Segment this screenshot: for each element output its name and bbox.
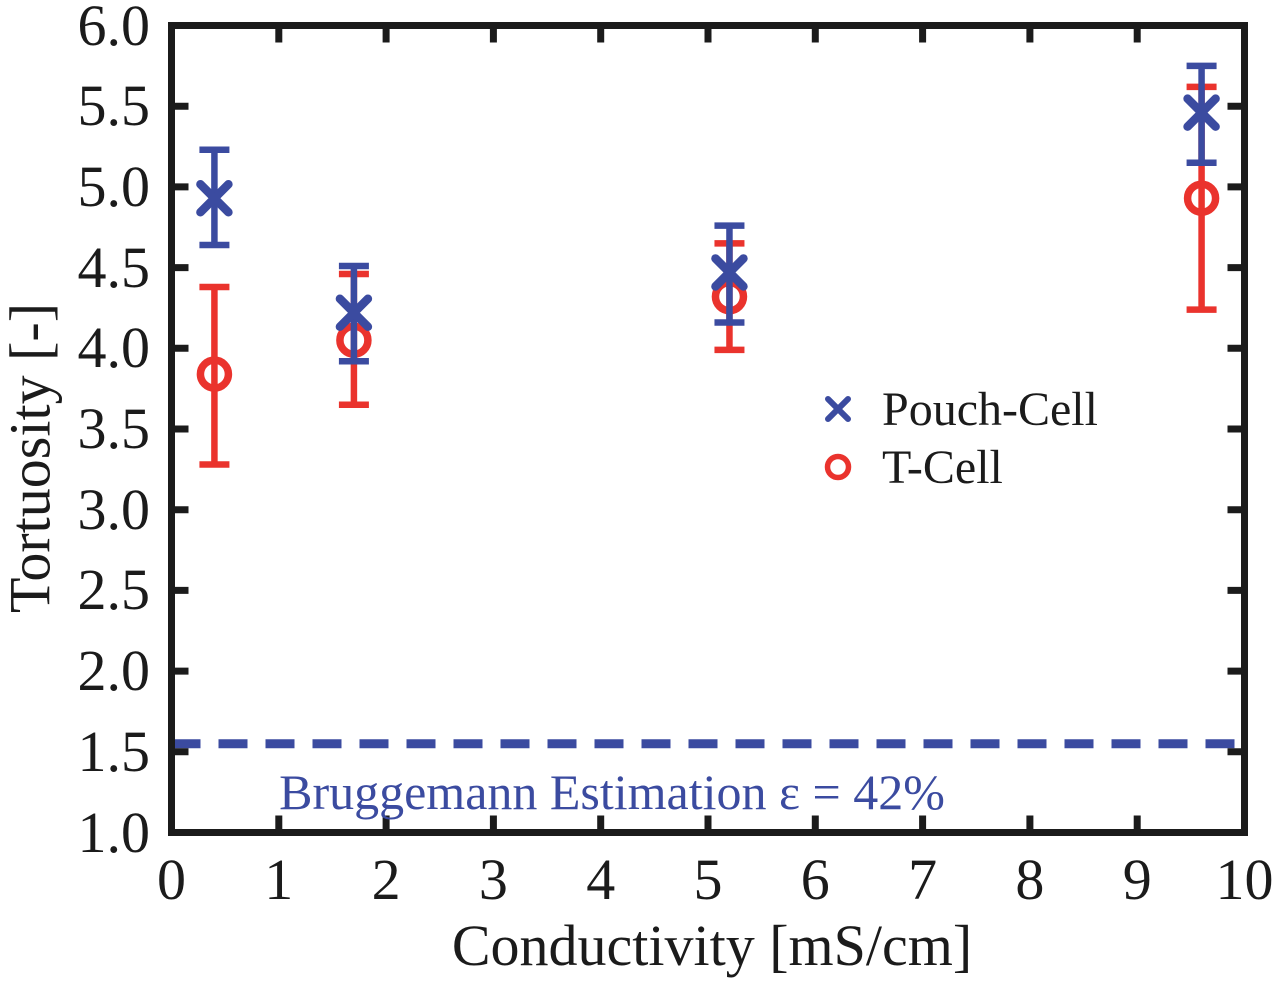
y-tick-label: 3.0	[77, 476, 151, 542]
y-tick-label: 2.0	[77, 638, 151, 704]
legend-label-pouch-cell: Pouch-Cell	[882, 382, 1098, 436]
pouch-cell-marker	[711, 254, 748, 291]
y-tick-label: 5.0	[77, 153, 151, 219]
y-tick-label: 5.5	[77, 73, 151, 139]
x-tick-label: 5	[693, 847, 723, 912]
x-tick-label: 1	[264, 847, 294, 912]
y-tick-label: 3.5	[77, 396, 151, 461]
x-tick-label: 6	[800, 847, 830, 912]
x-axis-title: Conductivity [mS/cm]	[451, 913, 973, 978]
x-tick-label: 7	[908, 847, 938, 912]
plot-area	[168, 22, 1248, 836]
x-tick-label: 9	[1122, 847, 1152, 912]
legend-entry-t-cell: T-Cell	[810, 438, 1098, 496]
x-tick-label: 3	[478, 847, 508, 912]
pouch-cell-x-marker-icon	[810, 394, 866, 424]
pouch-cell-marker	[196, 179, 233, 217]
x-tick-label: 2	[371, 847, 401, 912]
y-tick-label: 2.5	[77, 557, 151, 623]
legend-label-t-cell: T-Cell	[882, 440, 1003, 494]
t-cell-circle-marker-icon	[810, 452, 866, 482]
y-tick-label: 1.5	[77, 718, 151, 784]
pouch-cell-marker	[1183, 94, 1220, 131]
t-cell-marker	[196, 356, 233, 392]
x-tick-label: 10	[1215, 847, 1274, 912]
t-cell-marker	[1183, 180, 1220, 216]
reference-line-label: Bruggemann Estimation ε = 42%	[279, 764, 945, 820]
y-tick-label: 4.0	[77, 315, 151, 381]
x-tick-label: 4	[586, 847, 616, 912]
y-tick-label: 4.5	[77, 234, 151, 300]
legend-entry-pouch-cell: Pouch-Cell	[810, 380, 1098, 438]
y-tick-label: 1.0	[77, 799, 151, 865]
legend: Pouch-Cell T-Cell	[810, 380, 1098, 496]
pouch-cell-marker	[335, 294, 373, 332]
x-tick-label: 0	[157, 847, 186, 912]
y-tick-label: 6.0	[77, 0, 151, 58]
x-tick-label: 8	[1015, 847, 1045, 912]
